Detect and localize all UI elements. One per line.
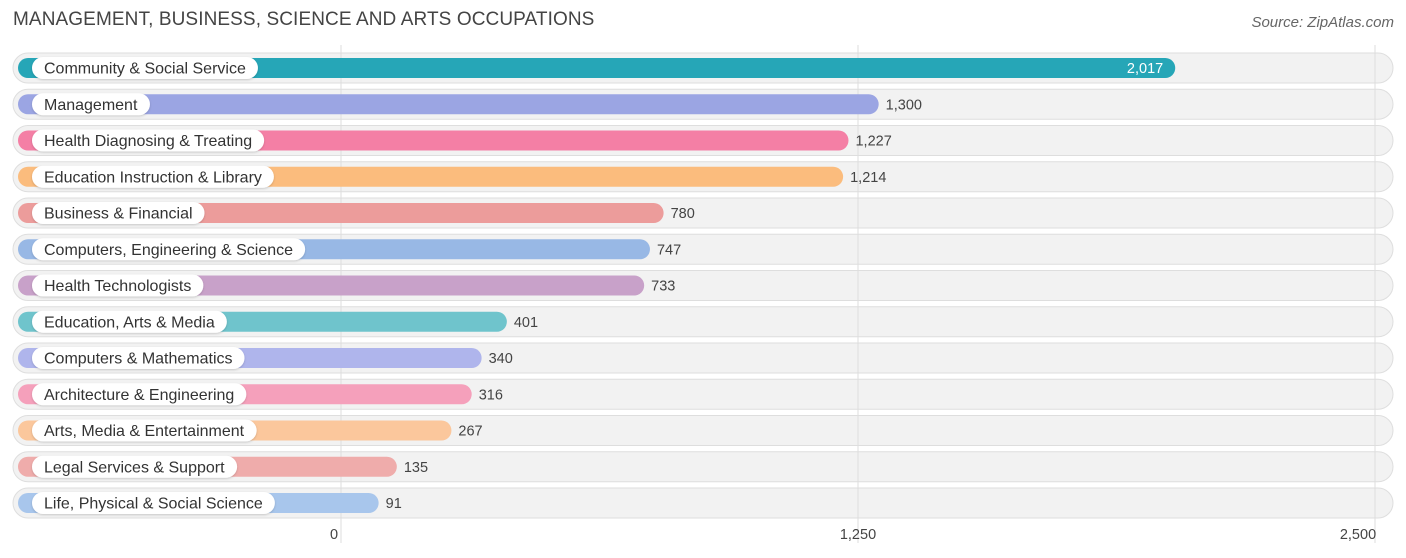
category-label: Health Technologists (44, 278, 191, 295)
category-label-pill (32, 57, 258, 79)
value-label: 316 (479, 387, 503, 403)
category-label-pill (32, 347, 245, 369)
value-label: 1,227 (855, 134, 891, 150)
value-label: 1,214 (850, 170, 886, 186)
category-label-pill (32, 383, 247, 406)
category-label: Architecture & Engineering (44, 387, 234, 404)
value-label: 401 (514, 315, 538, 331)
value-label: 267 (458, 424, 482, 440)
value-label: 2,017 (1127, 61, 1163, 77)
category-label-pill (32, 419, 257, 442)
value-label: 1,300 (886, 97, 922, 113)
value-label: 733 (651, 279, 675, 295)
category-label-pill (32, 492, 275, 514)
value-label: 91 (386, 496, 402, 512)
x-axis: 0 1,250 2,500 (330, 527, 1376, 543)
category-label: Community & Social Service (44, 61, 246, 78)
category-label-pill (32, 238, 306, 261)
category-label-pill (32, 202, 205, 224)
x-tick-label: 2,500 (1340, 527, 1376, 543)
category-label: Management (44, 97, 138, 114)
bar (18, 94, 879, 115)
category-label: Education Instruction & Library (44, 169, 262, 186)
category-label: Legal Services & Support (44, 459, 225, 476)
category-label: Computers & Mathematics (44, 351, 233, 368)
category-label: Education, Arts & Media (44, 314, 215, 331)
category-label: Arts, Media & Entertainment (44, 423, 245, 440)
source-label: Source: ZipAtlas.com (1251, 14, 1394, 31)
category-label-pill (32, 93, 150, 116)
category-label: Business & Financial (44, 206, 193, 223)
x-tick-label: 1,250 (840, 527, 876, 543)
value-label: 780 (671, 206, 695, 222)
category-label-pill (32, 455, 238, 478)
bar (18, 58, 1176, 78)
x-tick-label: 0 (330, 527, 338, 543)
value-label: 747 (657, 242, 681, 258)
category-label-pill (32, 274, 204, 297)
category-label: Health Diagnosing & Treating (44, 133, 252, 150)
category-label-pill (32, 310, 227, 333)
value-label: 135 (404, 460, 428, 476)
value-label: 340 (489, 351, 513, 367)
category-label-pill (32, 129, 265, 152)
category-label: Life, Physical & Social Science (44, 496, 263, 513)
category-label-pill (32, 165, 274, 188)
category-label: Computers, Engineering & Science (44, 242, 293, 259)
chart-title: MANAGEMENT, BUSINESS, SCIENCE AND ARTS O… (13, 9, 595, 30)
bars: Community & Social Service 2,017 Managemen… (18, 57, 1176, 514)
